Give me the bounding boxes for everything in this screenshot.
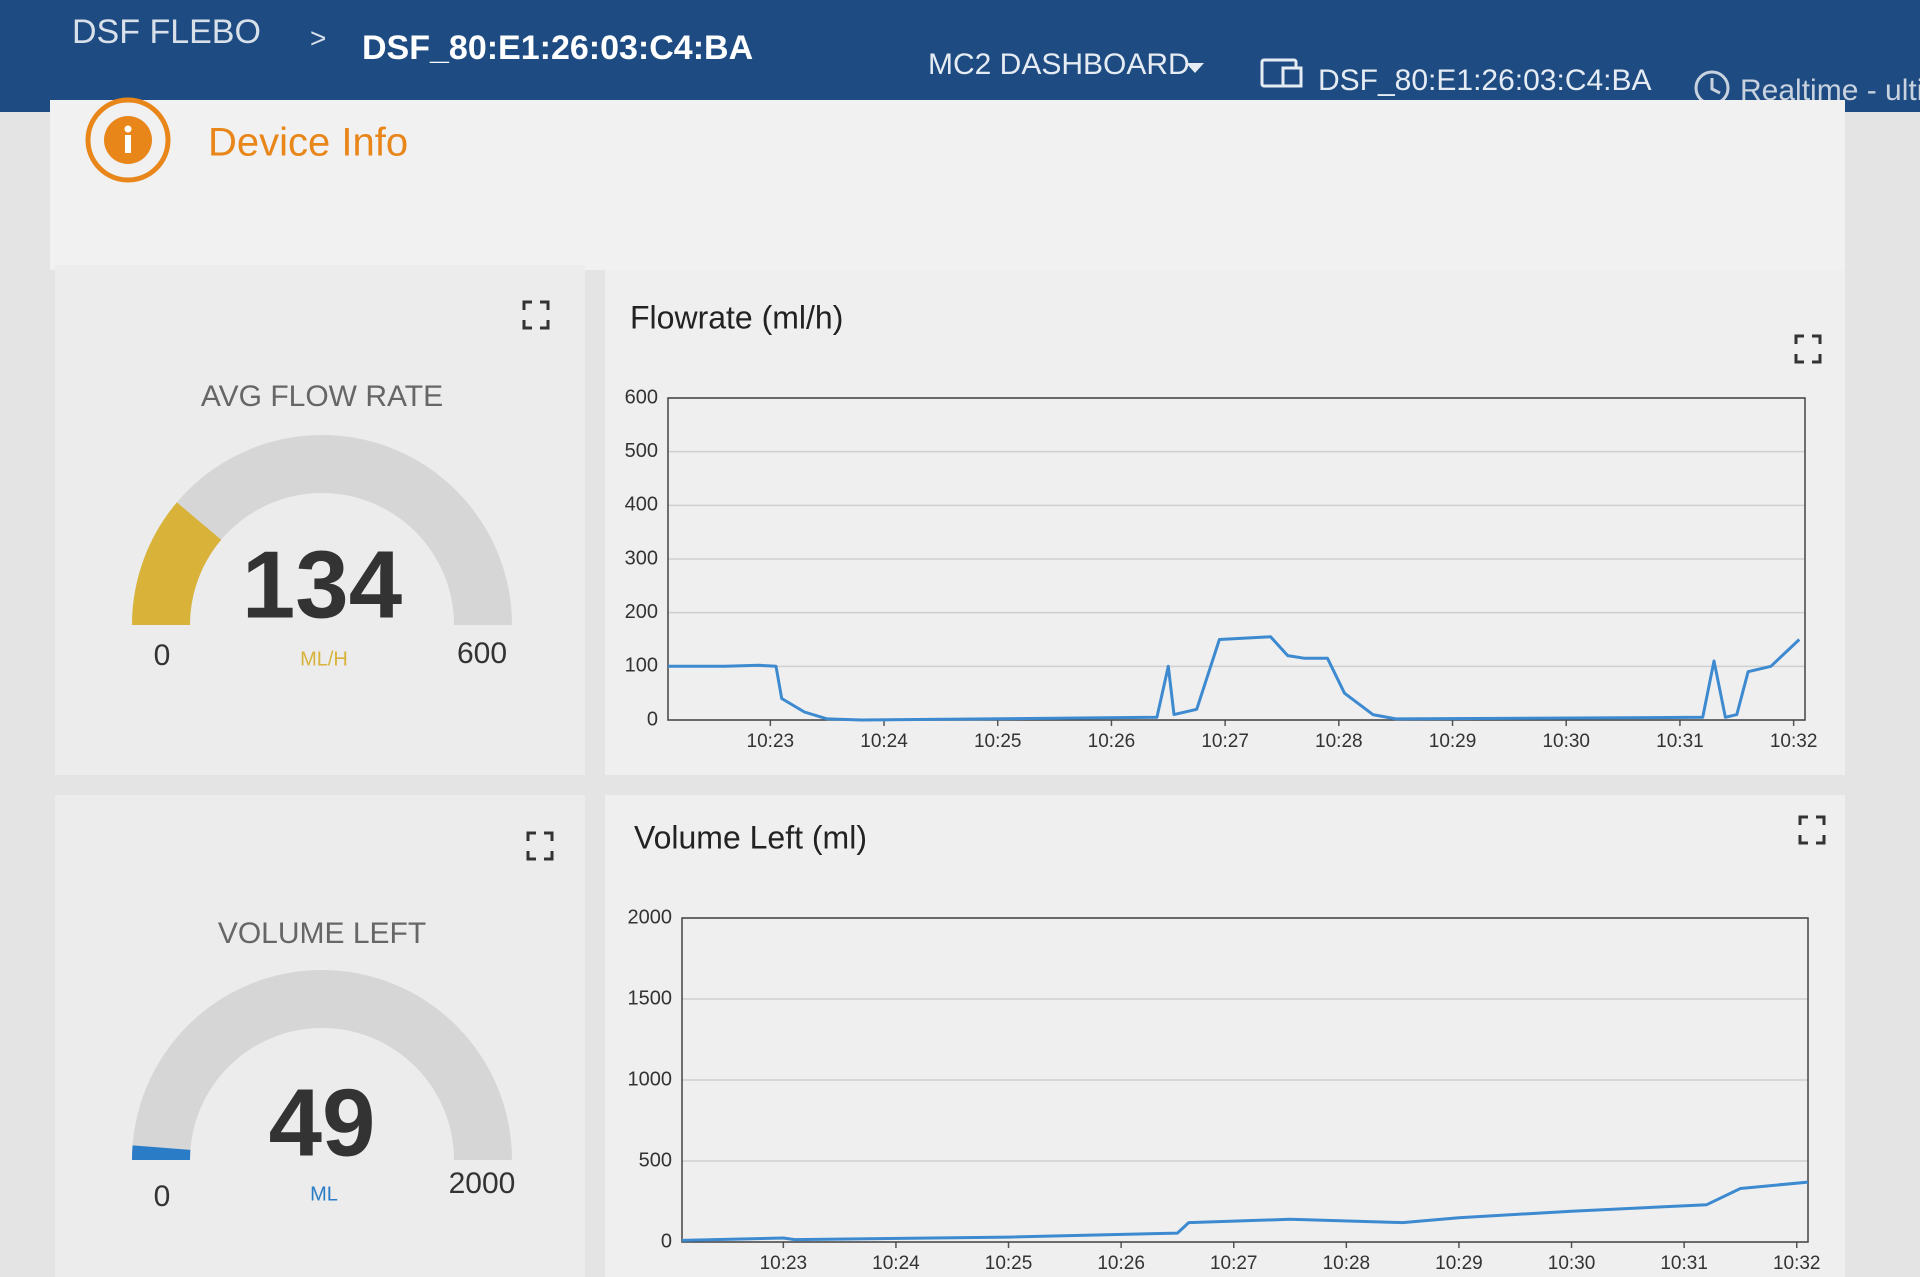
chart-title: Flowrate (ml/h) xyxy=(630,299,843,335)
gauge-min: 0 xyxy=(154,1180,171,1213)
x-tick-label: 10:27 xyxy=(1210,1253,1258,1274)
y-tick-label: 0 xyxy=(647,708,658,730)
top-bar xyxy=(0,0,1920,112)
x-tick-label: 10:23 xyxy=(760,1253,808,1274)
x-tick-label: 10:31 xyxy=(1660,1253,1708,1274)
gauge-track xyxy=(132,970,512,1160)
y-tick-label: 200 xyxy=(625,601,658,623)
gauge-unit: ML xyxy=(310,1183,338,1205)
gauge-track xyxy=(132,435,512,625)
gauge-value-arc xyxy=(132,502,222,625)
chart-card xyxy=(605,795,1845,1277)
x-tick-label: 10:28 xyxy=(1323,1253,1371,1274)
expand-icons xyxy=(522,300,1826,861)
y-tick-label: 1000 xyxy=(628,1068,673,1090)
gauge-max: 600 xyxy=(457,637,507,670)
y-tick-label: 100 xyxy=(625,655,658,677)
x-tick-label: 10:26 xyxy=(1088,731,1136,752)
dropdown-caret xyxy=(1186,63,1204,73)
device-icon xyxy=(1260,58,1303,88)
y-tick-label: 300 xyxy=(625,547,658,569)
x-tick-label: 10:30 xyxy=(1548,1253,1596,1274)
gauge-value: 134 xyxy=(242,531,402,638)
expand-button[interactable] xyxy=(522,300,550,330)
x-tick-label: 10:28 xyxy=(1315,731,1363,752)
y-tick-label: 400 xyxy=(625,494,658,516)
data-line xyxy=(681,1180,1809,1242)
gauge-title: AVG FLOW RATE xyxy=(201,380,443,413)
gauge-value: 49 xyxy=(269,1069,376,1176)
data-line xyxy=(668,635,1801,722)
y-tick-label: 600 xyxy=(625,386,658,408)
x-tick-label: 10:25 xyxy=(974,731,1022,752)
x-tick-label: 10:29 xyxy=(1429,731,1477,752)
device-info-title: Device Info xyxy=(208,121,408,165)
gauge-title: VOLUME LEFT xyxy=(218,917,426,950)
chart-card xyxy=(605,270,1845,775)
y-tick-label: 500 xyxy=(625,440,658,462)
gauge-unit: ML/H xyxy=(300,648,348,670)
x-tick-label: 10:24 xyxy=(860,731,908,752)
expand-button[interactable] xyxy=(526,831,554,861)
expand-button[interactable] xyxy=(1794,334,1822,364)
breadcrumb-device: DSF_80:E1:26:03:C4:BA xyxy=(362,29,753,67)
x-tick-label: 10:23 xyxy=(747,731,795,752)
y-tick-label: 1500 xyxy=(628,987,673,1009)
y-tick-label: 0 xyxy=(661,1230,672,1252)
y-tick-label: 500 xyxy=(639,1149,672,1171)
info-icon xyxy=(85,97,171,183)
gauge-min: 0 xyxy=(154,639,171,672)
expand-button[interactable] xyxy=(1798,815,1826,845)
gauge-value-arc xyxy=(132,1145,191,1160)
x-tick-label: 10:30 xyxy=(1542,731,1590,752)
dashboard-menu[interactable]: MC2 DASHBOARD xyxy=(928,48,1190,81)
gauge-card xyxy=(55,265,585,775)
plot-frame xyxy=(681,917,1809,1243)
gauge-card xyxy=(55,795,585,1277)
x-tick-label: 10:32 xyxy=(1773,1253,1821,1274)
device-selector[interactable]: DSF_80:E1:26:03:C4:BA xyxy=(1318,64,1652,97)
gauge-max: 2000 xyxy=(449,1167,516,1200)
x-tick-label: 10:29 xyxy=(1435,1253,1483,1274)
x-tick-label: 10:26 xyxy=(1097,1253,1145,1274)
chart-title: Volume Left (ml) xyxy=(634,819,867,855)
breadcrumb-separator: > xyxy=(310,22,326,53)
x-tick-label: 10:32 xyxy=(1770,731,1818,752)
plot-frame xyxy=(667,397,1806,721)
x-tick-label: 10:27 xyxy=(1201,731,1249,752)
device-info-card xyxy=(50,100,1845,270)
x-tick-label: 10:31 xyxy=(1656,731,1704,752)
x-tick-label: 10:25 xyxy=(985,1253,1033,1274)
x-tick-label: 10:24 xyxy=(872,1253,920,1274)
y-tick-label: 2000 xyxy=(628,906,673,928)
app-name[interactable]: DSF FLEBO xyxy=(72,13,261,51)
